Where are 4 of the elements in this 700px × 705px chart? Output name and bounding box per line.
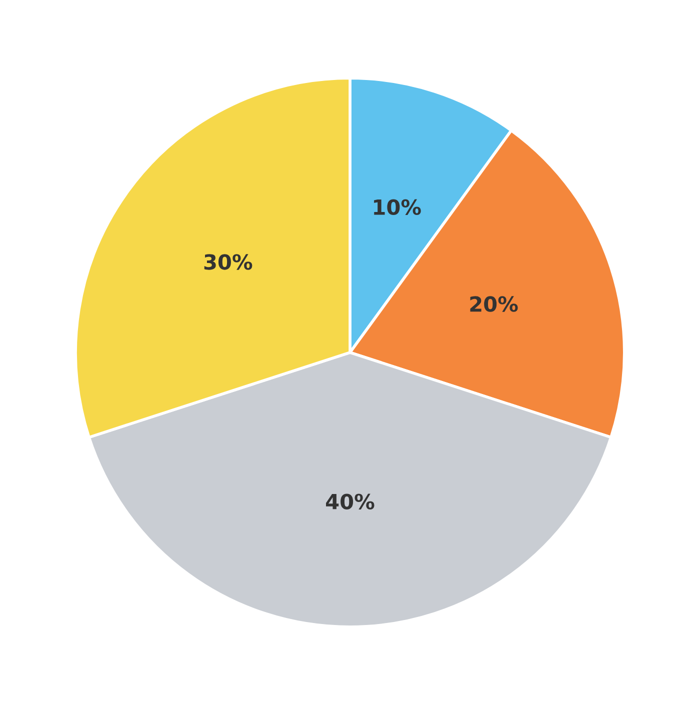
data-label: 10% [374,199,421,216]
data-label: 20% [470,296,518,312]
data-label: 30% [204,254,252,270]
data-label: 40% [326,494,374,510]
